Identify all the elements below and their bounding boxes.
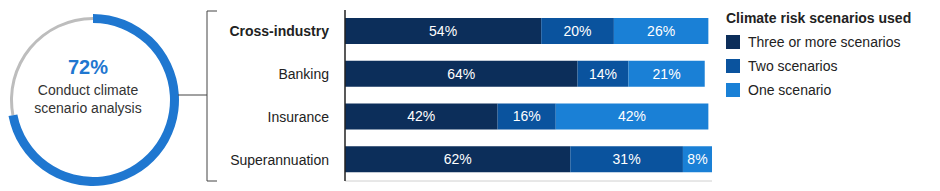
svg-text:Cross-industry: Cross-industry <box>229 23 329 39</box>
svg-text:14%: 14% <box>589 66 617 82</box>
svg-text:31%: 31% <box>613 151 641 167</box>
svg-text:42%: 42% <box>618 108 646 124</box>
svg-text:20%: 20% <box>564 23 592 39</box>
svg-text:26%: 26% <box>647 23 675 39</box>
html-text:72%: 72% <box>68 56 108 78</box>
svg-text:62%: 62% <box>444 151 472 167</box>
svg-text:64%: 64% <box>447 66 475 82</box>
html-text:One scenario: One scenario <box>748 82 832 98</box>
svg-text:21%: 21% <box>653 66 681 82</box>
svg-text:Insurance: Insurance <box>268 109 330 125</box>
svg-text:Banking: Banking <box>278 66 329 82</box>
html-text:Three or more scenarios: Three or more scenarios <box>748 34 901 50</box>
svg-text:16%: 16% <box>513 108 541 124</box>
svg-text:8%: 8% <box>687 151 707 167</box>
html-text:Conduct climate scenario analy: Conduct climate scenario analysis <box>34 82 142 117</box>
svg-text:54%: 54% <box>429 23 457 39</box>
svg-text:Superannuation: Superannuation <box>230 152 329 168</box>
svg-text:42%: 42% <box>407 108 435 124</box>
html-text:Climate risk scenarios used: Climate risk scenarios used <box>726 10 912 26</box>
html-text:Two scenarios: Two scenarios <box>748 58 838 74</box>
